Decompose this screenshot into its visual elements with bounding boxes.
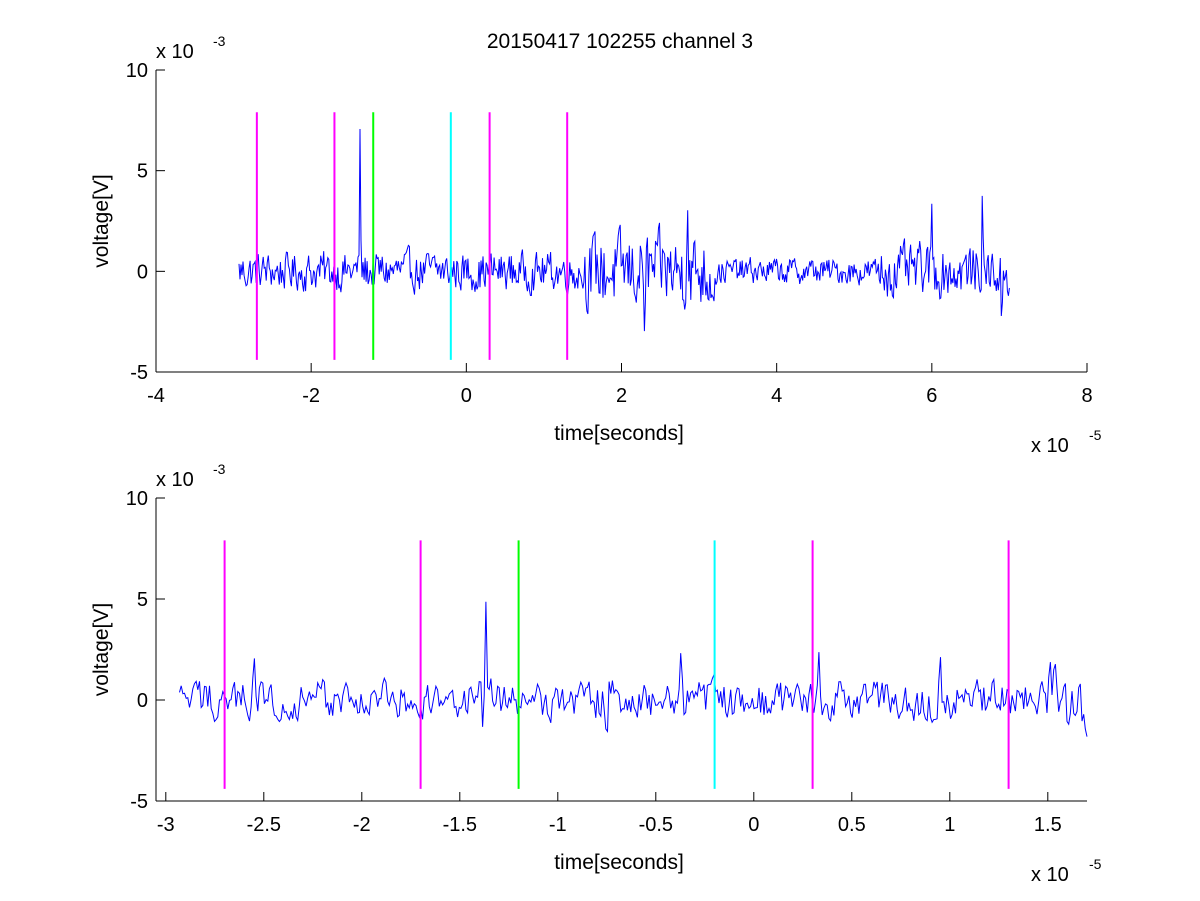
- y-multiplier-exponent: -3: [213, 461, 226, 477]
- y-tick-label: 0: [137, 261, 148, 283]
- x-tick-label: 8: [1081, 385, 1092, 407]
- x-tick-label: 2: [616, 385, 627, 407]
- x-tick-label: -1.5: [443, 814, 477, 836]
- x-axis-label: time[seconds]: [554, 422, 684, 445]
- x-multiplier-exponent: -5: [1089, 856, 1102, 872]
- signal-trace: [238, 128, 1010, 332]
- x-tick-label: -1: [549, 814, 567, 836]
- y-multiplier: x 10: [156, 41, 194, 63]
- y-multiplier-exponent: -3: [213, 33, 226, 49]
- x-tick-label: 1.5: [1034, 814, 1062, 836]
- x-tick-label: -2: [302, 385, 320, 407]
- y-tick-label: 5: [137, 161, 148, 183]
- y-multiplier: x 10: [156, 469, 194, 491]
- x-tick-label: 6: [926, 385, 937, 407]
- y-tick-label: -5: [130, 791, 148, 813]
- x-multiplier: x 10: [1031, 864, 1069, 886]
- x-tick-label: -4: [147, 385, 165, 407]
- y-tick-label: 5: [137, 589, 148, 611]
- y-tick-label: 10: [126, 60, 148, 82]
- x-tick-label: 1: [944, 814, 955, 836]
- x-tick-label: 0: [461, 385, 472, 407]
- signal-trace: [179, 601, 1088, 737]
- y-tick-label: 0: [137, 690, 148, 712]
- x-tick-label: -2: [353, 814, 371, 836]
- y-axis-label: voltage[V]: [90, 603, 113, 696]
- y-tick-label: -5: [130, 362, 148, 384]
- y-tick-label: 10: [126, 488, 148, 510]
- x-tick-label: 4: [771, 385, 782, 407]
- x-axis-label: time[seconds]: [554, 851, 684, 874]
- y-axis-label: voltage[V]: [90, 174, 113, 267]
- top-plot: -4 -2 0 2 4 6 8 -5 0 5 10 x 10 -3 x 10 -5 time[seconds]…: [90, 33, 1102, 457]
- x-tick-label: -2.5: [247, 814, 281, 836]
- figure-title: 20150417 102255 channel 3: [487, 30, 753, 53]
- x-multiplier: x 10: [1031, 435, 1069, 457]
- x-tick-label: 0.5: [838, 814, 866, 836]
- bottom-plot: -3 -2.5 -2 -1.5 -1 -0.5 0 0.5 1 1.5 -5 0 5 10 x 10 -3 x …: [90, 461, 1102, 886]
- x-multiplier-exponent: -5: [1089, 427, 1102, 443]
- x-tick-label: -3: [157, 814, 175, 836]
- x-tick-label: 0: [748, 814, 759, 836]
- x-tick-label: -0.5: [639, 814, 673, 836]
